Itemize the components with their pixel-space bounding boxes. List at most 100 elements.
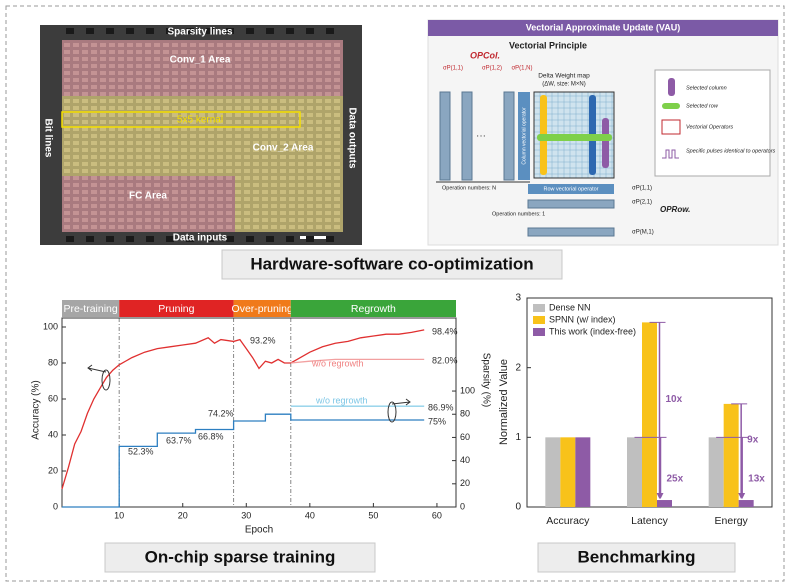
pad bbox=[226, 28, 234, 34]
caption: Benchmarking bbox=[577, 547, 695, 566]
bar bbox=[575, 437, 591, 507]
y2-tick-label: 100 bbox=[460, 385, 475, 395]
bar bbox=[657, 500, 672, 507]
x-tick-label: 60 bbox=[432, 510, 442, 520]
y-axis-label: Normalized Value bbox=[498, 359, 510, 445]
pad bbox=[306, 236, 314, 242]
op-count: Operation numbers: 1 bbox=[492, 211, 545, 217]
pulse-label: σP(1,1) bbox=[443, 66, 463, 72]
annotation: 98.4% bbox=[432, 326, 458, 336]
pad bbox=[126, 236, 134, 242]
y-tick-label: 80 bbox=[48, 357, 58, 367]
legend-label: This work (index-free) bbox=[549, 326, 636, 336]
chip-label: Data inputs bbox=[173, 233, 228, 244]
x-tick-label: Latency bbox=[631, 515, 669, 527]
x-tick-label: 40 bbox=[305, 510, 315, 520]
annotation: 86.9% bbox=[428, 402, 454, 412]
y-tick-label: 100 bbox=[43, 321, 58, 331]
column-vector bbox=[503, 91, 515, 181]
row-operator bbox=[528, 184, 614, 194]
pad bbox=[306, 28, 314, 34]
chip-label: FC Area bbox=[129, 191, 167, 202]
annotation: 63.7% bbox=[166, 435, 192, 445]
caption-box bbox=[221, 249, 563, 280]
pad bbox=[66, 236, 74, 242]
axis-indicator bbox=[101, 369, 111, 391]
fc-area bbox=[62, 176, 235, 232]
legend-swatch bbox=[533, 328, 545, 336]
caption: Hardware-software co-optimization bbox=[250, 254, 533, 273]
y2-tick-label: 20 bbox=[460, 478, 470, 488]
y-tick-label: 0 bbox=[515, 502, 521, 513]
annotation: 66.8% bbox=[198, 431, 224, 441]
op-count: Operation numbers: N bbox=[442, 185, 496, 191]
pulse-label: σP(1,1) bbox=[632, 186, 652, 192]
phase-label: Over-pruning bbox=[232, 303, 293, 315]
pad bbox=[246, 236, 254, 242]
axis-indicator bbox=[387, 401, 397, 423]
ratio-label: 13x bbox=[748, 473, 765, 484]
series-line bbox=[62, 413, 425, 508]
pulse-label: σP(2,1) bbox=[632, 200, 652, 206]
legend-swatch bbox=[662, 103, 680, 109]
vau-subtitle: Vectorial Principle bbox=[509, 40, 587, 50]
axis-indicator bbox=[87, 364, 107, 373]
row-vector bbox=[527, 227, 615, 237]
annotation: 52.3% bbox=[128, 446, 154, 456]
y-tick-label: 60 bbox=[48, 393, 58, 403]
annotation: 93.2% bbox=[250, 335, 276, 345]
vau-legend-text: Selected row bbox=[686, 103, 719, 109]
figure-border bbox=[5, 5, 785, 582]
pad bbox=[266, 236, 274, 242]
annotation: 82.0% bbox=[432, 355, 458, 365]
chip-label: Bit lines bbox=[42, 119, 53, 158]
pad bbox=[206, 236, 214, 242]
y2-tick-label: 40 bbox=[460, 455, 470, 465]
annotation: 74.2% bbox=[208, 408, 234, 418]
pad bbox=[246, 28, 254, 34]
legend-swatch bbox=[661, 119, 681, 135]
vau-legend-text: Specific pulses identical to operators bbox=[686, 148, 776, 154]
pad bbox=[66, 28, 74, 34]
legend-swatch bbox=[662, 149, 679, 159]
x-tick-label: 10 bbox=[114, 510, 124, 520]
pad bbox=[146, 236, 154, 242]
bar bbox=[545, 437, 561, 507]
y-tick-label: 2 bbox=[515, 362, 521, 373]
phase-label: Regrowth bbox=[351, 303, 396, 315]
x-tick-label: 20 bbox=[178, 510, 188, 520]
conv2-area bbox=[62, 96, 343, 176]
pad bbox=[126, 28, 134, 34]
kernel-box bbox=[61, 111, 301, 128]
chip-label: Sparsity lines bbox=[167, 27, 232, 38]
bar bbox=[723, 403, 739, 507]
x-tick-label: 30 bbox=[241, 510, 251, 520]
pad bbox=[266, 28, 274, 34]
map-size: (ΔW, size: M×N) bbox=[542, 82, 586, 88]
caption: On-chip sparse training bbox=[145, 547, 336, 566]
op-text: Column vectorial operator bbox=[521, 107, 527, 165]
pad bbox=[226, 236, 234, 242]
ratio-arrowhead bbox=[656, 493, 663, 500]
x-tick-label: 50 bbox=[368, 510, 378, 520]
pad bbox=[166, 28, 174, 34]
pulse-label: σP(M,1) bbox=[632, 230, 654, 236]
pad bbox=[146, 28, 154, 34]
caption-box bbox=[104, 542, 376, 573]
y-tick-label: 20 bbox=[48, 465, 58, 475]
y-tick-label: 0 bbox=[53, 501, 58, 511]
bar bbox=[627, 437, 642, 507]
y-tick-label: 3 bbox=[515, 293, 521, 304]
chip-label: Data outputs bbox=[346, 107, 357, 169]
y2-axis-label: Sparsity (%) bbox=[480, 353, 491, 407]
selected-column bbox=[602, 118, 609, 168]
selected-row bbox=[537, 134, 612, 141]
pad bbox=[186, 236, 194, 242]
series-line bbox=[61, 329, 425, 490]
bar bbox=[738, 500, 754, 507]
chip-label: Conv_2 Area bbox=[253, 143, 314, 154]
op-label: OPCol. bbox=[470, 50, 500, 60]
series-line bbox=[290, 358, 425, 364]
bar bbox=[708, 437, 724, 507]
